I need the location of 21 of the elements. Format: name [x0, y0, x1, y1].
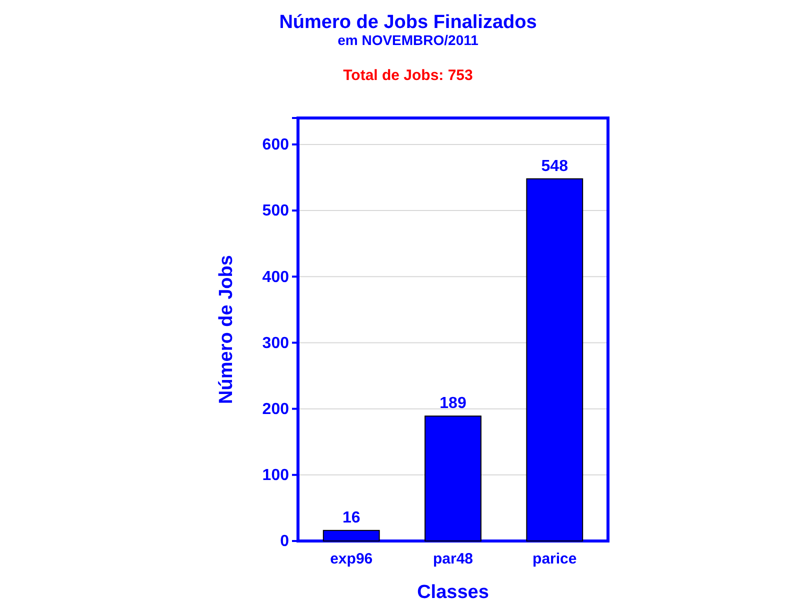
text: Total de Jobs: 753 — [343, 67, 473, 84]
y-tick-label: 400 — [262, 268, 290, 286]
x-tick-label: parice — [532, 550, 577, 568]
chart-subtitle: em NOVEMBRO/2011 — [338, 32, 479, 48]
bar — [322, 530, 380, 542]
bar — [526, 178, 584, 542]
x-axis-title: Classes — [417, 582, 489, 600]
y-axis-title: Número de Jobs — [216, 255, 237, 404]
x-tick-label: exp96 — [330, 550, 373, 568]
y-tick-label: 0 — [280, 533, 290, 550]
y-tick-label: 600 — [262, 136, 290, 154]
bar — [424, 416, 482, 542]
y-tick-label: 200 — [262, 400, 290, 418]
y-tick-label: 500 — [262, 202, 290, 220]
data-label: 189 — [440, 395, 466, 412]
y-tick-label: 100 — [262, 467, 290, 484]
data-label: 548 — [541, 158, 568, 175]
data-label: 16 — [342, 509, 360, 526]
chart-title: Número de Jobs Finalizados — [279, 12, 537, 33]
y-tick-label: 300 — [262, 334, 290, 352]
x-tick-label: par48 — [432, 550, 474, 568]
